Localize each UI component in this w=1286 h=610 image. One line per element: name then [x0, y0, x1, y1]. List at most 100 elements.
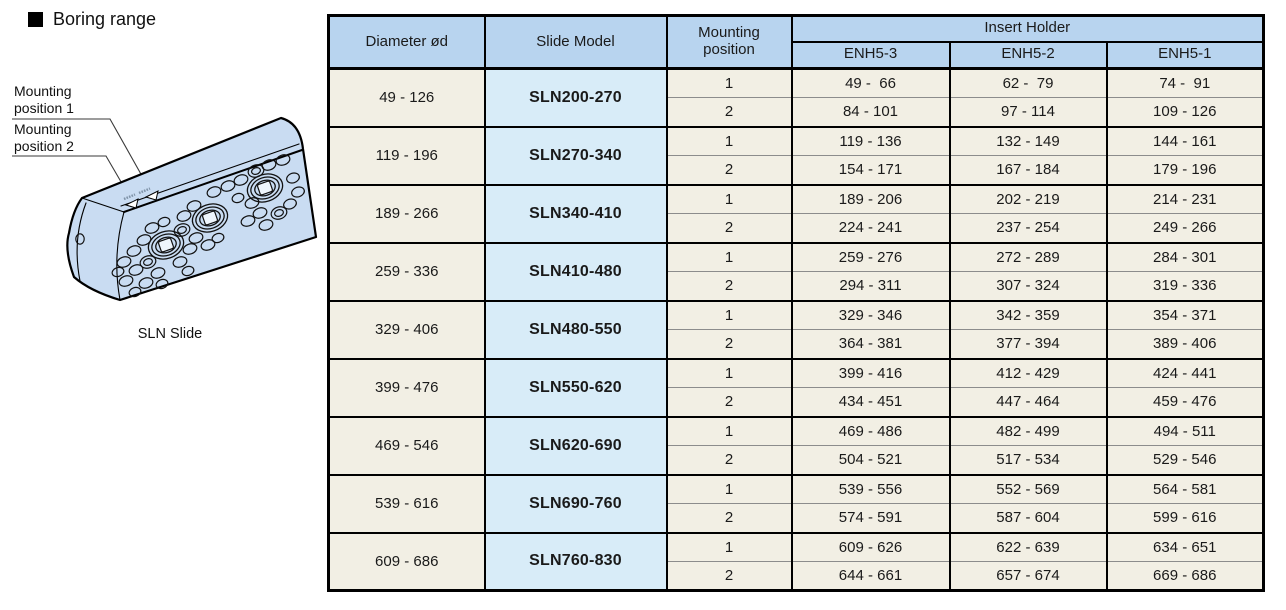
range-cell: 49 - 66	[790, 67, 951, 98]
range-cell: 97 - 114	[948, 97, 1108, 127]
range-cell: 284 - 301	[1105, 241, 1265, 272]
boring-range-table: Diameter ød Slide Model Mounting positio…	[327, 14, 1265, 592]
header-insert-holder: Insert Holder	[790, 15, 1265, 43]
section-marker-icon	[28, 12, 43, 27]
slide-model-cell: SLN760-830	[483, 531, 668, 591]
mounting-position-2-marker-icon	[124, 198, 139, 209]
range-cell: 377 - 394	[948, 329, 1108, 359]
table-header-row: Diameter ød Slide Model Mounting positio…	[327, 15, 1265, 70]
slide-model-cell: SLN620-690	[483, 415, 668, 475]
range-cell: 224 - 241	[790, 213, 951, 243]
slide-model-cell: SLN410-480	[483, 241, 668, 301]
table-row: 609 - 686 SLN760-830 1 609 - 626 622 - 6…	[327, 531, 1265, 591]
range-cell: 564 - 581	[1105, 473, 1265, 504]
range-cell: 399 - 416	[790, 357, 951, 388]
range-cell: 517 - 534	[948, 445, 1108, 475]
sln-slide-illustration	[12, 116, 318, 302]
diameter-cell: 329 - 406	[327, 299, 486, 359]
range-cell: 307 - 324	[948, 271, 1108, 301]
position-cell: 2	[665, 329, 793, 359]
range-cell: 504 - 521	[790, 445, 951, 475]
range-cell: 354 - 371	[1105, 299, 1265, 330]
position-cell: 1	[665, 183, 793, 214]
position-cell: 2	[665, 503, 793, 533]
range-cell: 587 - 604	[948, 503, 1108, 533]
header-enh5-1: ENH5-1	[1105, 41, 1265, 70]
table-subheader-row: ENH5-3 ENH5-2 ENH5-1	[329, 41, 1265, 70]
range-cell: 62 - 79	[948, 67, 1108, 98]
diagram-caption: SLN Slide	[137, 326, 203, 342]
diameter-cell: 189 - 266	[327, 183, 486, 243]
position-cell: 2	[665, 561, 793, 591]
range-cell: 529 - 546	[1105, 445, 1265, 475]
table-row: 2 294 - 311 307 - 324 319 - 336	[329, 271, 1265, 301]
range-cell: 622 - 639	[948, 531, 1108, 562]
slide-model-cell: SLN480-550	[483, 299, 668, 359]
range-cell: 272 - 289	[948, 241, 1108, 272]
range-cell: 459 - 476	[1105, 387, 1265, 417]
range-cell: 294 - 311	[790, 271, 951, 301]
position-cell: 2	[665, 445, 793, 475]
table-row: 539 - 616 SLN690-760 1 539 - 556 552 - 5…	[327, 473, 1265, 533]
sln-slide-diagram: Mounting position 1 Mounting position 2 …	[0, 0, 330, 400]
range-cell: 109 - 126	[1105, 97, 1265, 127]
range-cell: 469 - 486	[790, 415, 951, 446]
range-cell: 539 - 556	[790, 473, 951, 504]
table-row: 2 644 - 661 657 - 674 669 - 686	[329, 561, 1265, 591]
range-cell: 494 - 511	[1105, 415, 1265, 446]
mounting-position-1-label: Mounting position 1	[14, 83, 74, 116]
table-row: 2 434 - 451 447 - 464 459 - 476	[329, 387, 1265, 417]
position-cell: 1	[665, 415, 793, 446]
range-cell: 319 - 336	[1105, 271, 1265, 301]
range-cell: 249 - 266	[1105, 213, 1265, 243]
range-cell: 434 - 451	[790, 387, 951, 417]
range-cell: 214 - 231	[1105, 183, 1265, 214]
diameter-cell: 259 - 336	[327, 241, 486, 301]
header-enh5-3: ENH5-3	[790, 41, 951, 70]
slide-model-cell: SLN270-340	[483, 125, 668, 185]
range-cell: 634 - 651	[1105, 531, 1265, 562]
mounting-position-2-label: Mounting position 2	[14, 121, 74, 154]
table-row: 2 224 - 241 237 - 254 249 - 266	[329, 213, 1265, 243]
range-cell: 447 - 464	[948, 387, 1108, 417]
table-row: 2 154 - 171 167 - 184 179 - 196	[329, 155, 1265, 185]
slide-model-cell: SLN340-410	[483, 183, 668, 243]
range-cell: 669 - 686	[1105, 561, 1265, 591]
position-cell: 1	[665, 473, 793, 504]
range-cell: 119 - 136	[790, 125, 951, 156]
header-mounting-position: Mounting position	[665, 15, 793, 70]
mounting-position-1-marker-icon	[144, 190, 159, 201]
position-cell: 1	[665, 67, 793, 98]
range-cell: 599 - 616	[1105, 503, 1265, 533]
range-cell: 342 - 359	[948, 299, 1108, 330]
range-cell: 574 - 591	[790, 503, 951, 533]
range-cell: 412 - 429	[948, 357, 1108, 388]
boring-range-table-container: Diameter ød Slide Model Mounting positio…	[327, 14, 1265, 592]
range-cell: 329 - 346	[790, 299, 951, 330]
table-row: 49 - 126 SLN200-270 1 49 - 66 62 - 79 74…	[327, 67, 1265, 127]
range-cell: 189 - 206	[790, 183, 951, 214]
slide-model-cell: SLN550-620	[483, 357, 668, 417]
table-row: 2 84 - 101 97 - 114 109 - 126	[329, 97, 1265, 127]
table-row: 259 - 336 SLN410-480 1 259 - 276 272 - 2…	[327, 241, 1265, 301]
range-cell: 657 - 674	[948, 561, 1108, 591]
range-cell: 202 - 219	[948, 183, 1108, 214]
position-cell: 1	[665, 125, 793, 156]
section-title: Boring range	[28, 9, 156, 30]
position-cell: 2	[665, 213, 793, 243]
diameter-cell: 539 - 616	[327, 473, 486, 533]
section-title-text: Boring range	[53, 9, 157, 29]
range-cell: 154 - 171	[790, 155, 951, 185]
position-cell: 1	[665, 241, 793, 272]
range-cell: 389 - 406	[1105, 329, 1265, 359]
position-cell: 1	[665, 531, 793, 562]
range-cell: 424 - 441	[1105, 357, 1265, 388]
table-row: 329 - 406 SLN480-550 1 329 - 346 342 - 3…	[327, 299, 1265, 359]
range-cell: 144 - 161	[1105, 125, 1265, 156]
table-row: 399 - 476 SLN550-620 1 399 - 416 412 - 4…	[327, 357, 1265, 417]
table-row: 2 504 - 521 517 - 534 529 - 546	[329, 445, 1265, 475]
table-row: 2 364 - 381 377 - 394 389 - 406	[329, 329, 1265, 359]
range-cell: 364 - 381	[790, 329, 951, 359]
table-row: 2 574 - 591 587 - 604 599 - 616	[329, 503, 1265, 533]
